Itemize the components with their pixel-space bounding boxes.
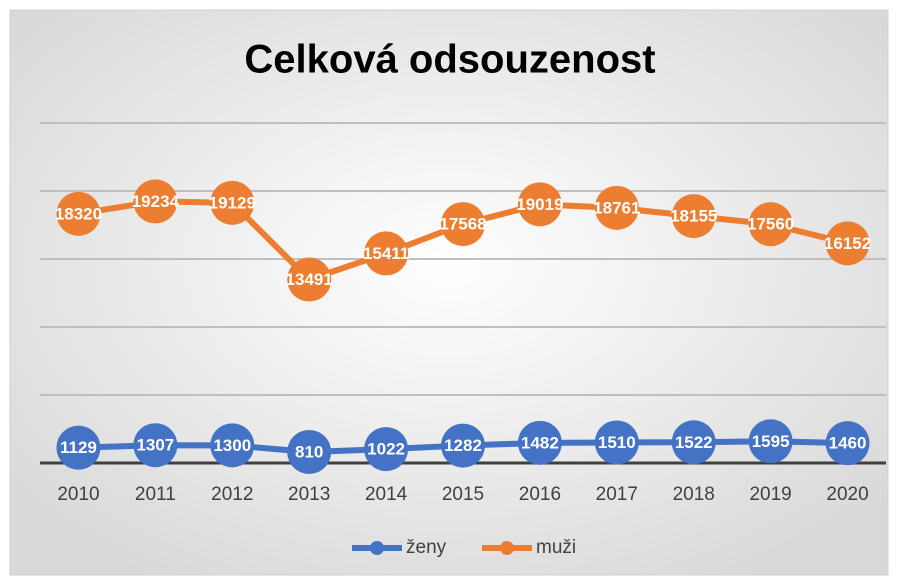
data-label: 810 bbox=[295, 442, 323, 461]
x-tick-label: 2018 bbox=[673, 484, 715, 505]
marker bbox=[210, 423, 255, 468]
data-label: 15411 bbox=[363, 244, 409, 263]
marker bbox=[287, 257, 332, 302]
x-tick-label: 2020 bbox=[826, 484, 868, 505]
data-label: 1510 bbox=[598, 433, 636, 452]
data-label: 1522 bbox=[675, 433, 713, 452]
data-label: 13491 bbox=[286, 270, 333, 289]
data-label: 1300 bbox=[213, 436, 251, 455]
data-label: 19234 bbox=[132, 192, 180, 211]
marker bbox=[594, 185, 639, 230]
marker bbox=[133, 423, 178, 468]
marker bbox=[671, 420, 716, 465]
data-label: 18320 bbox=[55, 204, 102, 223]
data-label: 17560 bbox=[747, 215, 794, 234]
data-label: 1022 bbox=[367, 440, 405, 459]
marker bbox=[364, 231, 409, 276]
legend-label: ženy bbox=[406, 537, 447, 558]
legend-marker bbox=[500, 541, 514, 555]
x-tick-label: 2015 bbox=[442, 484, 484, 505]
x-tick-label: 2019 bbox=[749, 484, 791, 505]
marker bbox=[210, 180, 255, 225]
x-tick-label: 2010 bbox=[57, 484, 99, 505]
legend-marker bbox=[370, 541, 384, 555]
marker bbox=[287, 429, 332, 474]
marker bbox=[594, 420, 639, 465]
marker bbox=[825, 221, 870, 266]
x-tick-label: 2011 bbox=[135, 484, 176, 505]
marker bbox=[133, 179, 178, 224]
data-label: 18761 bbox=[593, 198, 640, 217]
data-label: 1307 bbox=[136, 436, 174, 455]
x-tick-label: 2017 bbox=[596, 484, 638, 505]
marker bbox=[517, 182, 562, 227]
marker bbox=[825, 421, 870, 466]
marker bbox=[671, 194, 716, 239]
chart-background bbox=[9, 9, 889, 576]
x-tick-label: 2014 bbox=[365, 484, 408, 505]
marker bbox=[517, 420, 562, 465]
marker bbox=[364, 427, 409, 472]
marker bbox=[56, 425, 101, 470]
x-tick-label: 2013 bbox=[288, 484, 330, 505]
data-label: 1595 bbox=[752, 432, 790, 451]
marker bbox=[748, 202, 793, 247]
data-label: 19129 bbox=[209, 193, 256, 212]
marker bbox=[748, 419, 793, 464]
marker bbox=[441, 202, 485, 247]
x-tick-label: 2012 bbox=[211, 484, 253, 505]
data-label: 19019 bbox=[516, 195, 563, 214]
marker bbox=[441, 423, 485, 468]
x-tick-label: 2016 bbox=[519, 484, 561, 505]
data-label: 1282 bbox=[444, 436, 482, 455]
data-label: 1129 bbox=[60, 438, 97, 457]
data-label: 1460 bbox=[829, 434, 867, 453]
data-label: 16152 bbox=[824, 234, 871, 253]
legend-label: muži bbox=[536, 537, 576, 558]
data-label: 18155 bbox=[670, 207, 717, 226]
chart-title: Celková odsouzenost bbox=[244, 38, 655, 82]
data-label: 17568 bbox=[439, 215, 486, 234]
marker bbox=[56, 191, 101, 236]
data-label: 1482 bbox=[521, 433, 559, 452]
